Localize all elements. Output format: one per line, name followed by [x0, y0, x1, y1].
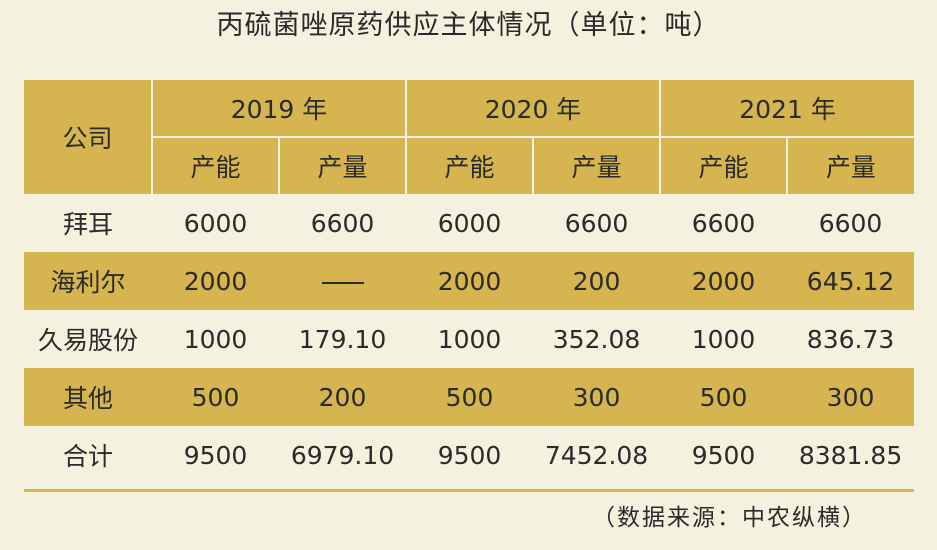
table-cell: 1000 [183, 324, 248, 354]
header-year-2021: 2021 年 [659, 80, 915, 138]
table-row: 其他 500 200 500 300 500 300 [24, 368, 915, 426]
row-company-name: 合计 [62, 442, 113, 471]
table-cell: 1000 [437, 324, 502, 354]
table-cell: 2000 [406, 252, 534, 310]
table-cell: 6000 [437, 208, 502, 238]
table-cell: 2000 [660, 252, 788, 310]
header-output: 产量 [532, 137, 661, 194]
supply-table: 公司 2019 年 2020 年 2021 年 产能 产量 产能 产量 产能 产… [24, 80, 915, 484]
table-cell: 300 [787, 368, 915, 426]
header-output: 产量 [277, 137, 407, 194]
table-cell: 200 [533, 252, 661, 310]
table-cell: 179.10 [298, 324, 387, 354]
row-company-name: 拜耳 [62, 210, 113, 239]
table-row: 拜耳 6000 6600 6000 6600 6600 6600 [24, 194, 914, 252]
row-company-name: 久易股份 [37, 326, 138, 355]
header-output: 产量 [786, 137, 915, 194]
header-year-2020: 2020 年 [405, 80, 661, 138]
table-row-total: 合计 9500 6979.10 9500 7452.08 9500 8381.8… [24, 426, 914, 484]
table-cell: 200 [279, 368, 407, 426]
table-cell: 2000 [152, 252, 279, 310]
table-cell: 9500 [437, 440, 502, 470]
table-cell: 9500 [183, 440, 248, 470]
header-capacity: 产能 [151, 137, 279, 194]
header-company: 公司 [24, 80, 152, 194]
header-capacity: 产能 [405, 137, 534, 194]
table-bottom-rule [24, 489, 914, 492]
table-cell: 500 [152, 368, 279, 426]
data-source-note: （数据来源：中农纵横） [592, 505, 867, 531]
table-row: 海利尔 2000 2000 200 2000 645.12 [24, 252, 915, 310]
table-cell: 300 [533, 368, 661, 426]
page-title: 丙硫菌唑原药供应主体情况（单位：吨） [216, 10, 721, 41]
table-cell: 836.73 [806, 324, 895, 354]
table-cell: 6600 [564, 208, 629, 238]
table-cell: 352.08 [552, 324, 641, 354]
table-cell: 6000 [183, 208, 248, 238]
table-cell: 6600 [310, 208, 375, 238]
table-row: 久易股份 1000 179.10 1000 352.08 1000 836.73 [24, 310, 914, 368]
table-cell: 6600 [691, 208, 756, 238]
table-cell: 645.12 [787, 252, 915, 310]
table-cell: 9500 [691, 440, 756, 470]
table-cell: 500 [660, 368, 788, 426]
empty-dash [321, 281, 364, 284]
table-cell: 6979.10 [290, 440, 395, 470]
header-capacity: 产能 [659, 137, 788, 194]
row-company-name: 其他 [24, 368, 152, 426]
table-cell-empty [279, 252, 407, 310]
table-cell: 500 [406, 368, 534, 426]
header-row-years: 公司 2019 年 2020 年 2021 年 [24, 80, 915, 194]
row-company-name: 海利尔 [24, 252, 152, 310]
header-year-2019: 2019 年 [150, 80, 407, 138]
table-cell: 1000 [691, 324, 756, 354]
header-row-metrics: 产能 产量 产能 产量 产能 产量 [24, 137, 915, 194]
table-cell: 8381.85 [798, 440, 903, 470]
table-cell: 6600 [818, 208, 883, 238]
table-cell: 7452.08 [544, 440, 649, 470]
